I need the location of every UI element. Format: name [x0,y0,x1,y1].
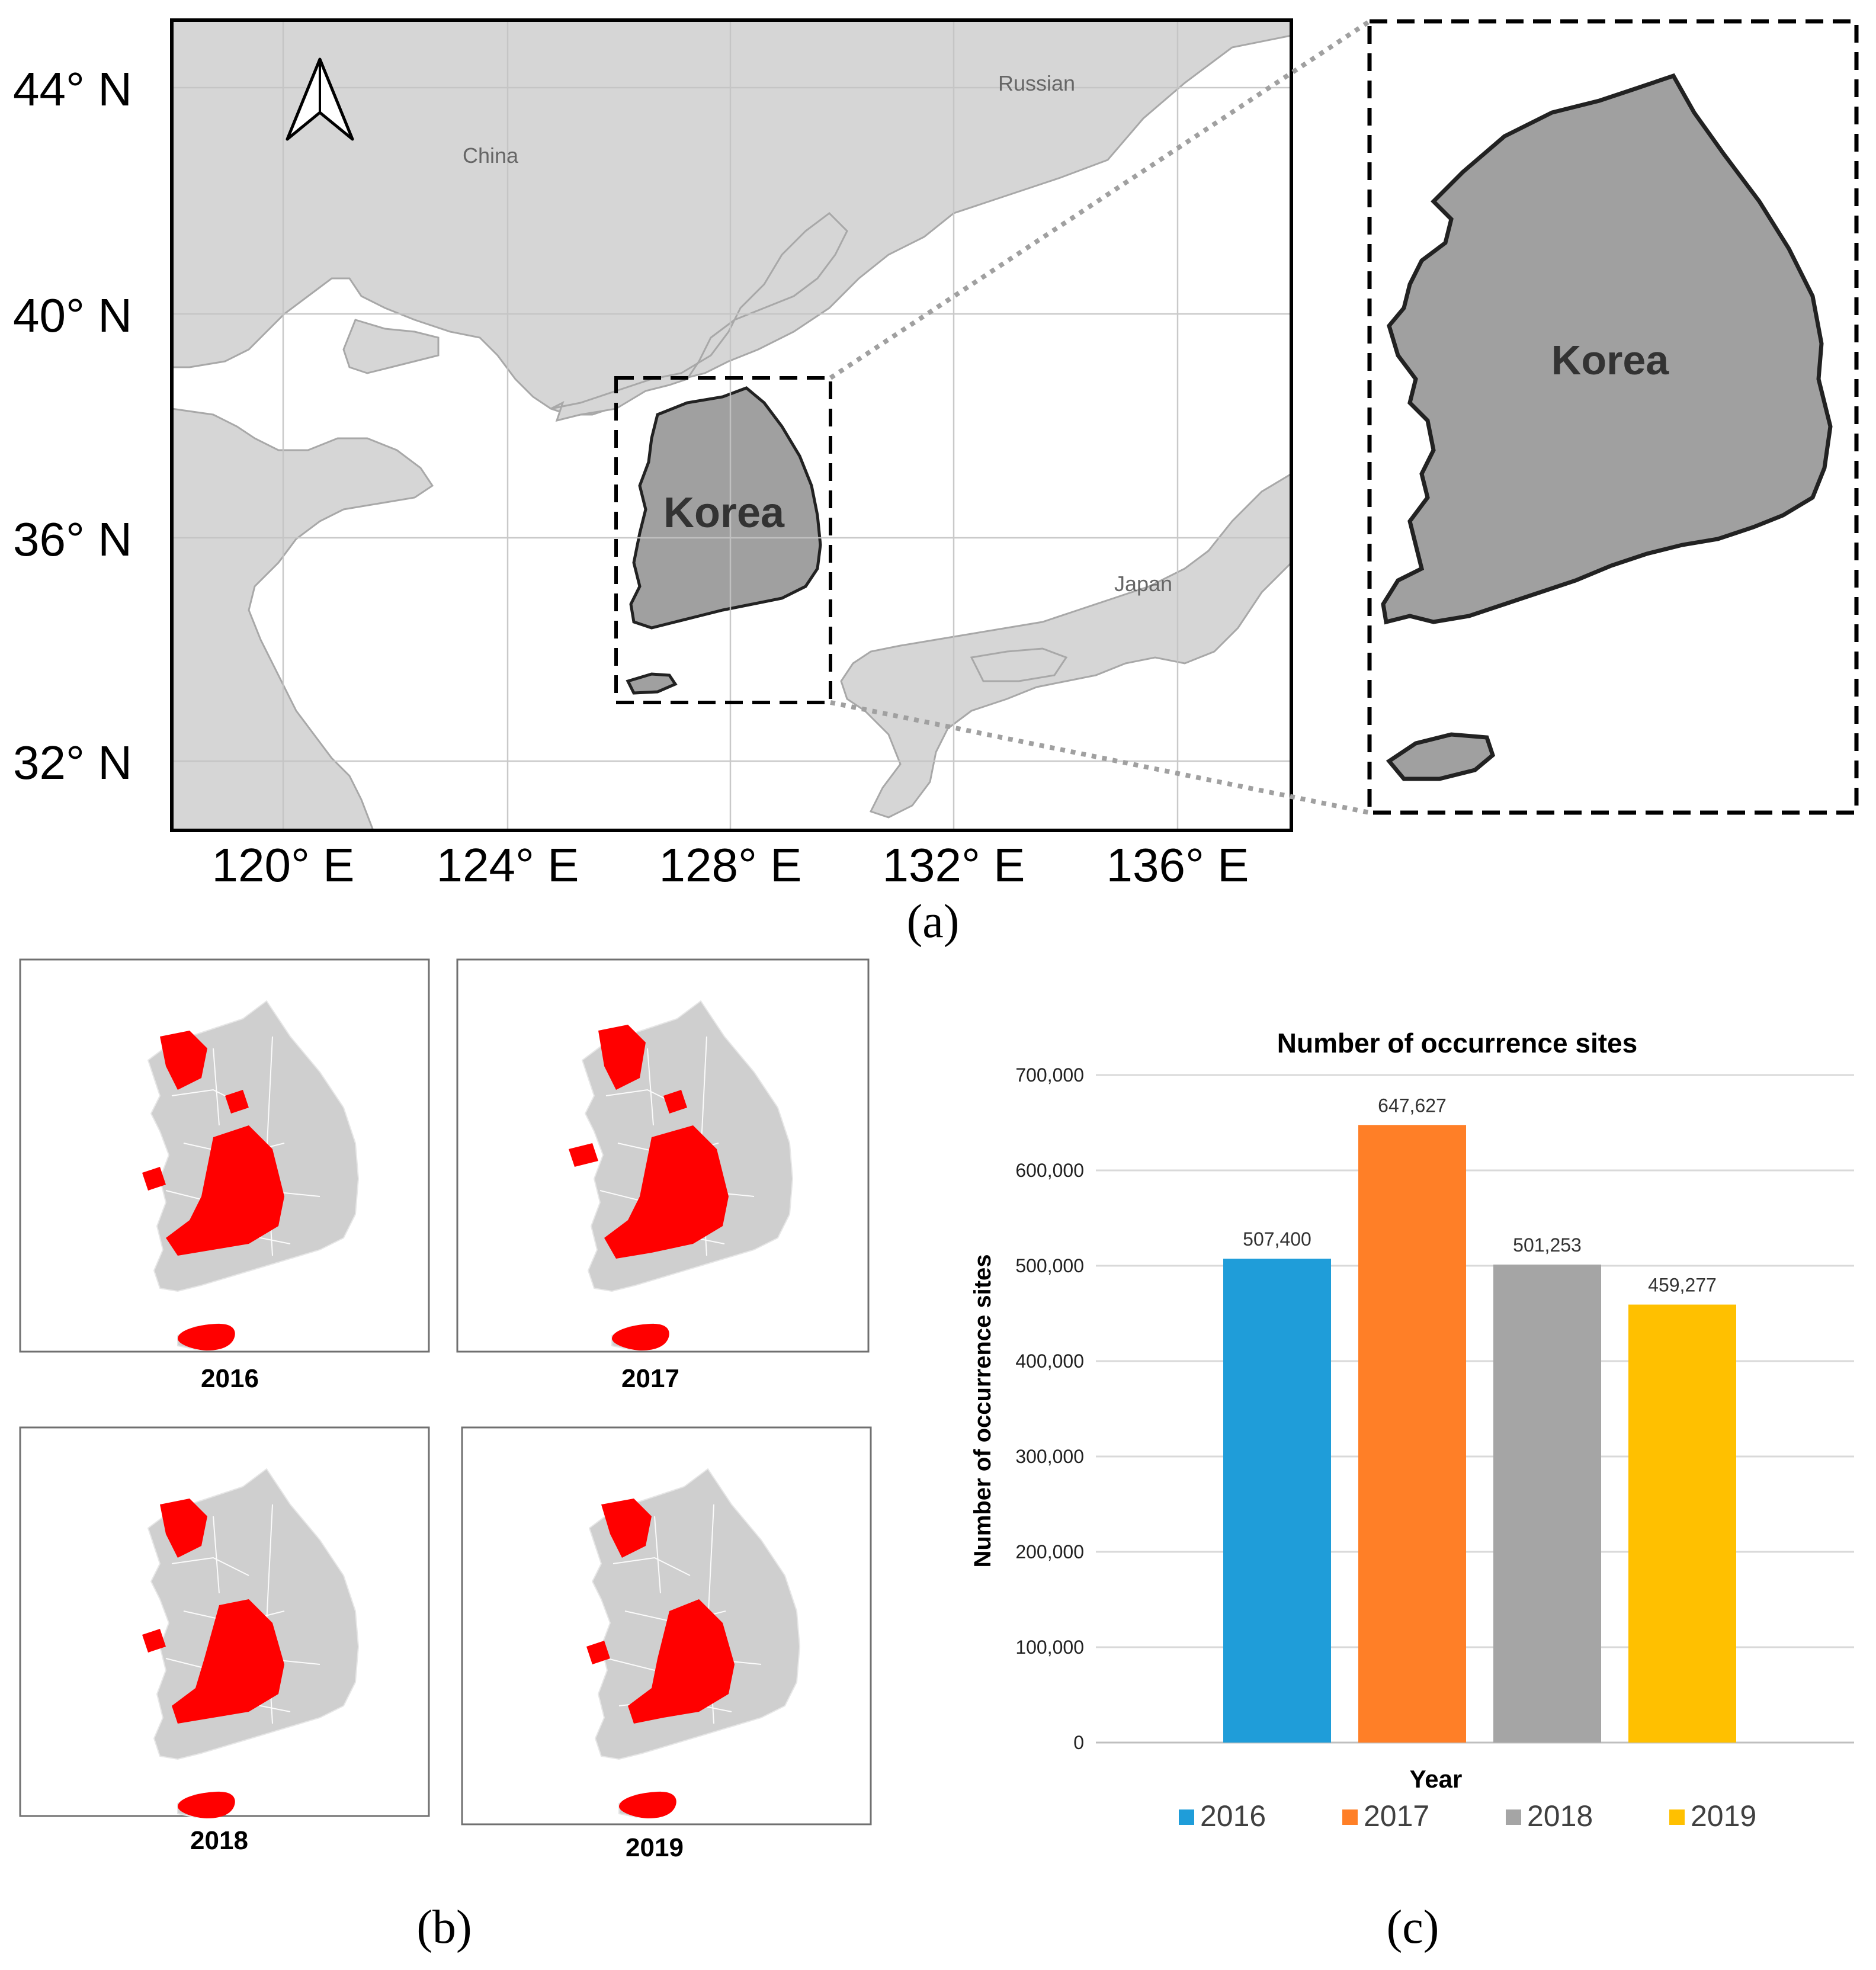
bars: 507,400 647,627 501,253 459,277 [1223,1095,1736,1743]
y-tick-label: 300,000 [1015,1446,1084,1467]
label-china: China [463,143,519,168]
regional-map: China Russian Japan Korea Korea 44° N 40… [13,18,1859,948]
map-2017 [456,958,870,1353]
chart-ylabel: Number of occurrence sites [970,1254,996,1567]
lon-label-136: 136° E [1106,839,1249,891]
legend-label: 2017 [1364,1799,1429,1833]
label-russian: Russian [998,71,1075,95]
y-tick-label: 500,000 [1015,1255,1084,1276]
north-arrow-icon [286,57,354,141]
north-korea [550,212,848,422]
y-tick-label: 700,000 [1015,1064,1084,1086]
bar-2019 [1628,1304,1736,1743]
y-tick-label: 100,000 [1015,1637,1084,1658]
year-label-2019: 2019 [626,1833,684,1862]
map-2019 [461,1426,872,1825]
year-label-2016: 2016 [201,1364,259,1393]
bar-value-label: 507,400 [1243,1228,1311,1250]
lon-label-128: 128° E [659,839,801,891]
bar-2016 [1223,1259,1331,1743]
y-ticks: 0 100,000 200,000 300,000 400,000 500,000 600,… [1015,1064,1084,1753]
china-east-coast [172,408,434,830]
year-label-2017: 2017 [621,1364,679,1393]
liaodong-peninsula [342,319,440,374]
chart-xlabel: Year [1410,1765,1463,1793]
year-label-2018: 2018 [190,1826,248,1855]
connector-top [829,19,1371,380]
caption-a: (a) [907,896,960,948]
japan-landmass [840,473,1291,819]
inset-korea [1381,73,1833,625]
caption-b: (b) [416,1901,472,1953]
y-tick-label: 400,000 [1015,1350,1084,1372]
y-tick-label: 200,000 [1015,1541,1084,1562]
legend-swatch [1506,1809,1521,1825]
lat-label-36: 36° N [13,513,132,566]
korea-landmass [629,386,822,630]
legend-label: 2016 [1200,1799,1266,1833]
caption-c: (c) [1387,1901,1439,1953]
legend-label: 2019 [1691,1799,1756,1833]
y-tick-label: 600,000 [1015,1160,1084,1181]
korea-selection-box [614,376,832,704]
chart-title: Number of occurrence sites [1277,1028,1637,1058]
legend-swatch [1342,1809,1358,1825]
bar-2017 [1358,1125,1466,1743]
bar-value-label: 459,277 [1648,1275,1717,1296]
lon-label-120: 120° E [211,839,354,891]
legend: 2016 2017 2018 2019 [1179,1799,1756,1833]
lat-label-44: 44° N [13,63,132,115]
bar-value-label: 501,253 [1513,1234,1582,1256]
occurrence-bar-chart: Number of occurrence sites Number of occ… [970,1028,1854,1953]
lat-label-32: 32° N [13,736,132,789]
map-2016 [19,958,430,1353]
gridlines [1096,1074,1854,1744]
legend-swatch [1669,1809,1685,1825]
map-frame [170,18,1293,832]
bar-2018 [1493,1264,1601,1743]
label-korea: Korea [663,489,785,537]
label-japan: Japan [1114,572,1172,596]
lon-label-132: 132° E [882,839,1025,891]
inset-jeju [1386,732,1496,781]
map-2018 [19,1426,430,1819]
connector-bottom [830,700,1370,815]
legend-swatch [1179,1809,1194,1825]
legend-label: 2018 [1527,1799,1593,1833]
bar-value-label: 647,627 [1378,1095,1447,1116]
graticule [172,20,1291,830]
shikoku-island [970,647,1068,682]
occurrence-maps: 2016 2017 2018 2019 (b) [19,958,872,1953]
jeju-island [626,672,678,695]
y-tick-label: 0 [1073,1732,1084,1753]
lon-label-124: 124° E [436,839,579,891]
inset-label-korea: Korea [1551,337,1669,383]
lat-label-40: 40° N [13,289,132,342]
